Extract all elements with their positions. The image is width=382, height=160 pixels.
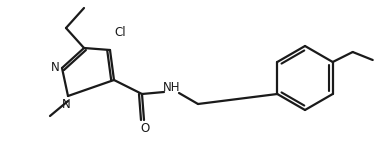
Text: O: O (140, 121, 150, 135)
Text: N: N (51, 60, 59, 73)
Text: Cl: Cl (114, 25, 126, 39)
Text: N: N (62, 97, 70, 111)
Text: NH: NH (163, 80, 181, 93)
